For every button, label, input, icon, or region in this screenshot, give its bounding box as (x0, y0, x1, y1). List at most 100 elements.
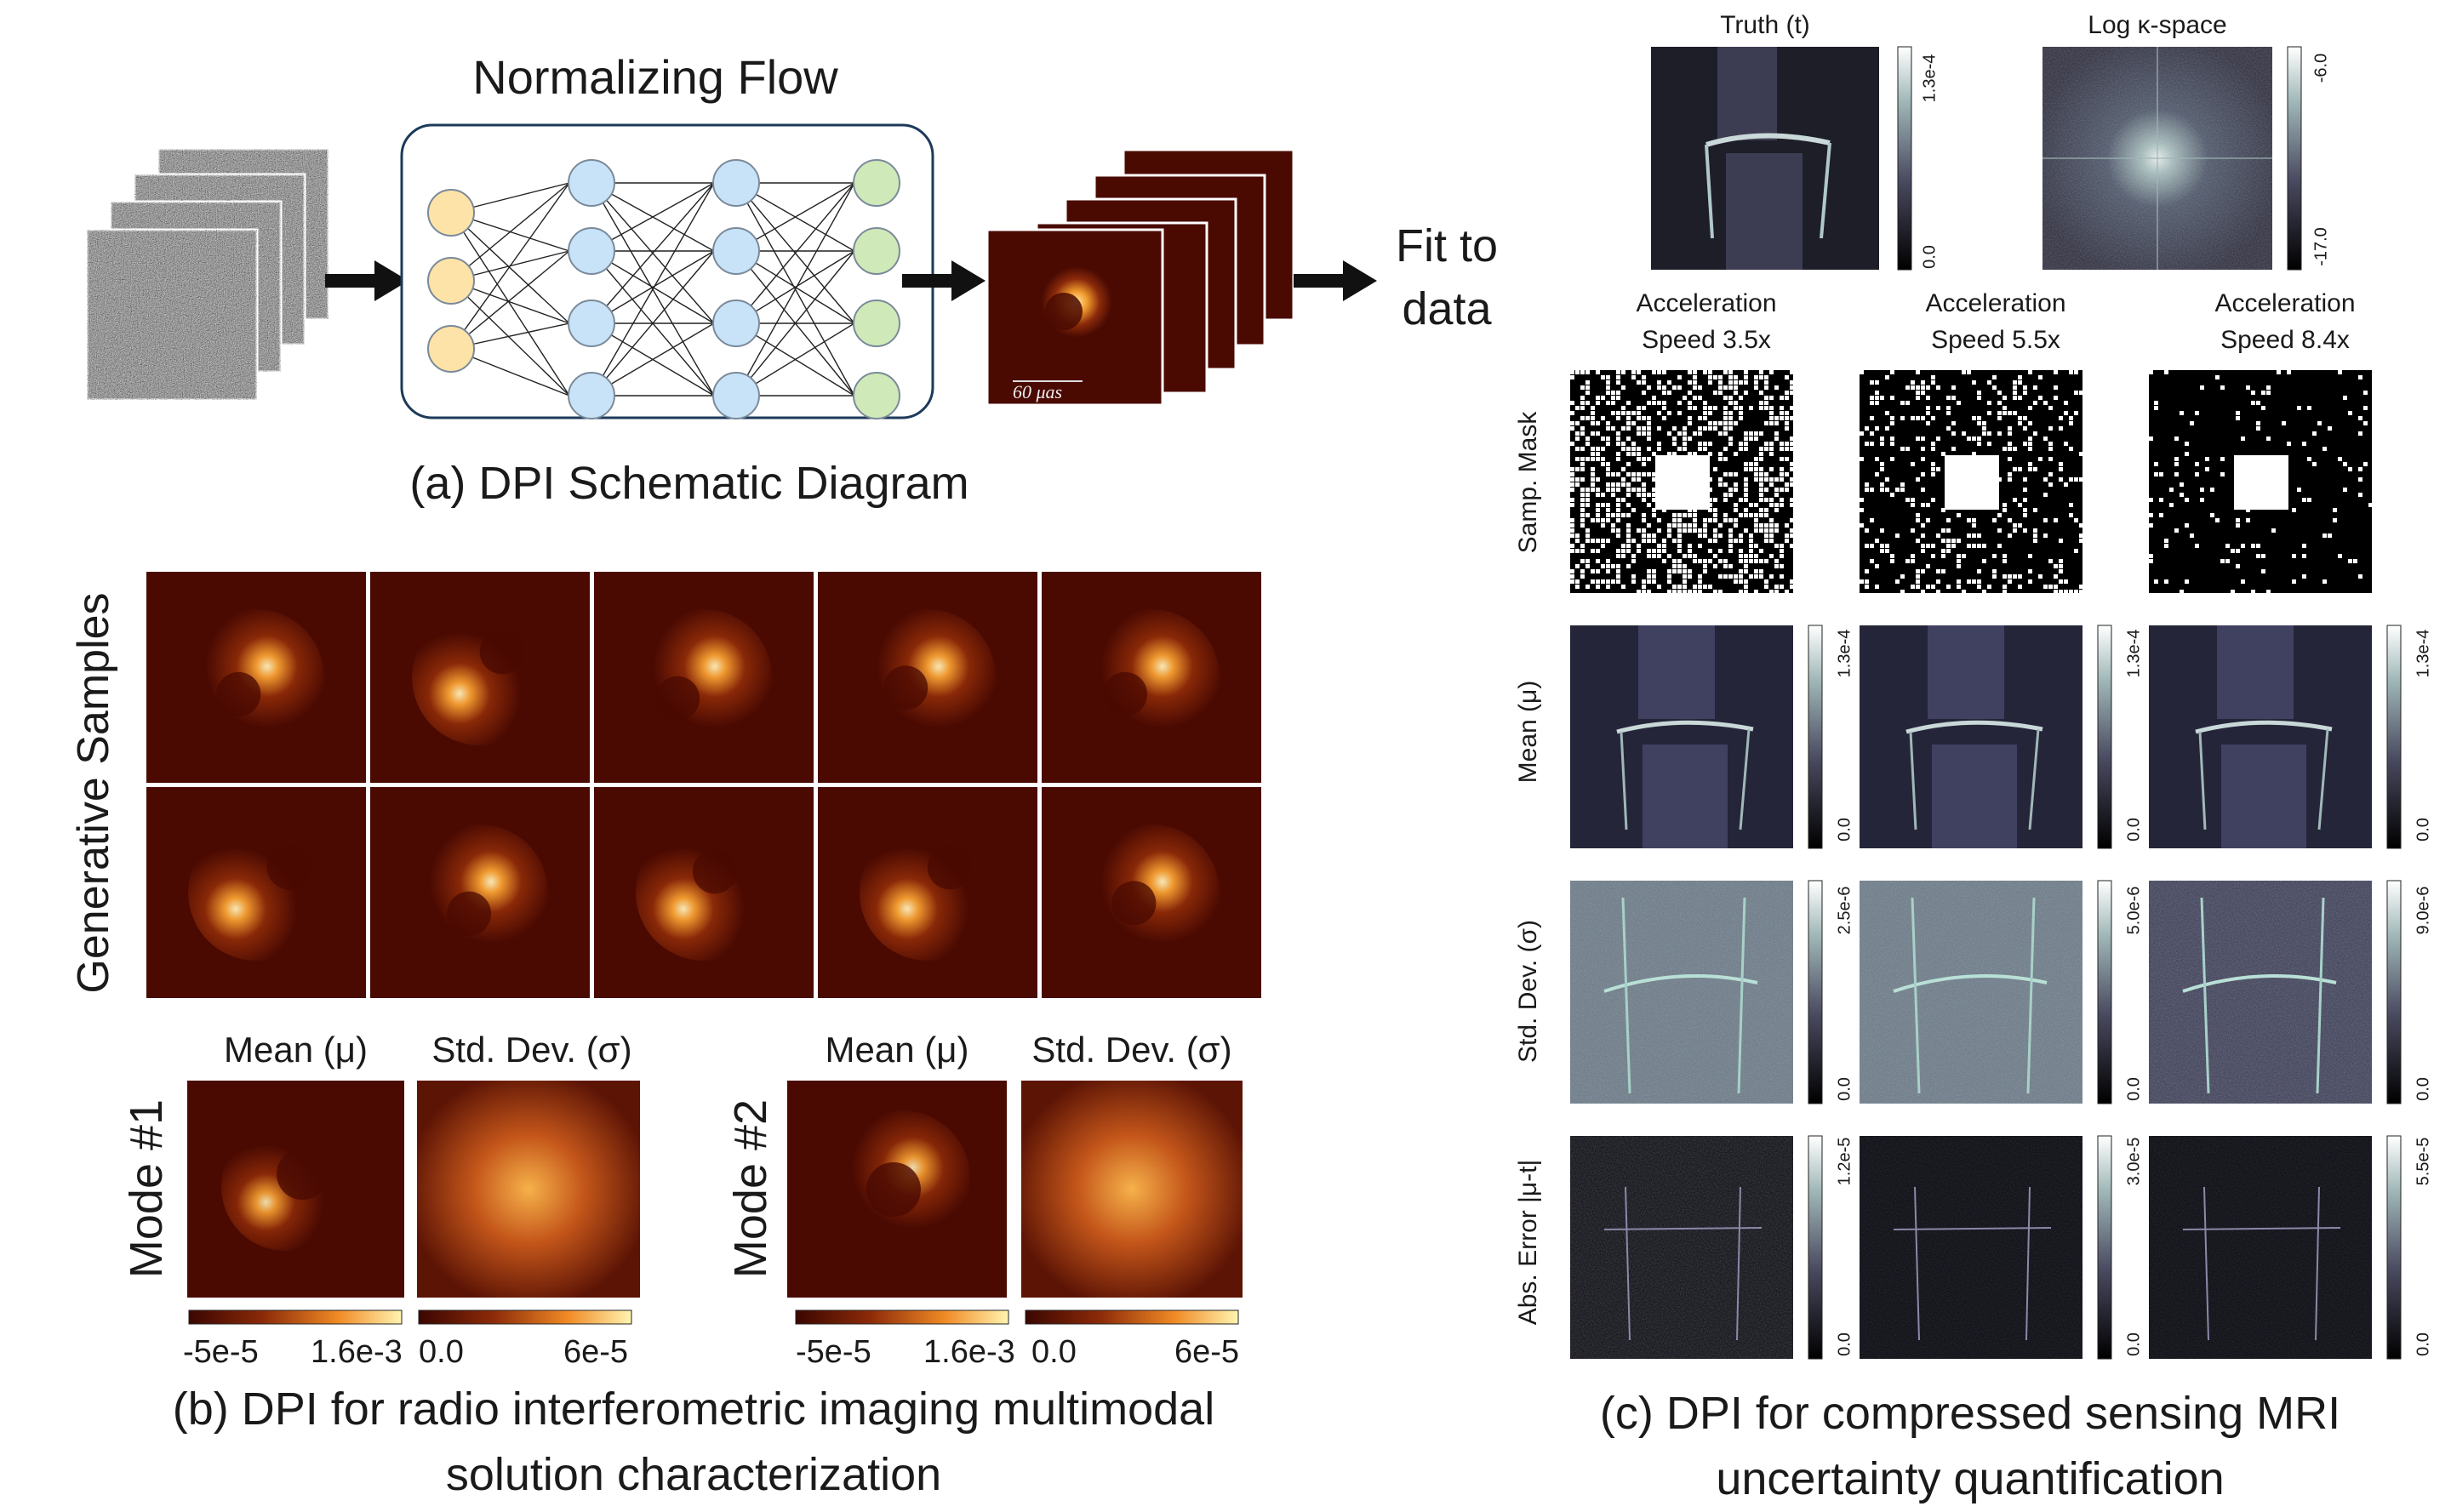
mean-cbar3-max: 1.3e-4 (2414, 629, 2433, 678)
generative-sample-image (818, 787, 1037, 998)
panel-b-images (146, 572, 1261, 1325)
network-node (853, 372, 900, 419)
err-cbar2-min: 0.0 (2124, 1332, 2144, 1356)
network-node (568, 227, 615, 275)
mode2-std-colorbar (1025, 1309, 1239, 1325)
network-edge (450, 250, 570, 350)
std-dev-image (1860, 880, 2112, 1104)
row-label-mask: Samp. Mask (1514, 411, 1542, 554)
data-label: data (1402, 283, 1492, 334)
mean-colorbar (2097, 625, 2112, 849)
std-cbar3-max: 9.0e-6 (2414, 886, 2433, 935)
col1-header-line2: Speed 3.5x (1642, 326, 1771, 354)
mode2-mean-colorbar (795, 1309, 1009, 1325)
kspace-colorbar (2287, 46, 2302, 271)
flow-title: Normalizing Flow (472, 50, 838, 104)
network-edge (735, 250, 855, 397)
mode2-std-cbar-max: 6e-5 (1174, 1334, 1240, 1370)
mean-reconstruction-image (1860, 625, 2112, 849)
mode1-mean-title: Mean (μ) (224, 1030, 368, 1070)
mode2-std-image (1021, 1081, 1243, 1298)
panel-c: Truth (t) Log κ-space 1.3e-4 0.0 -6.0 -1… (1489, 0, 2451, 1512)
std-colorbar (2386, 880, 2402, 1104)
caption-a: (a) DPI Schematic Diagram (409, 458, 969, 509)
std-colorbar (2097, 880, 2112, 1104)
mode1-label: Mode #1 (121, 1098, 172, 1279)
network-node (712, 300, 760, 347)
noise-images (85, 149, 330, 402)
error-colorbar (1808, 1135, 1823, 1360)
std-cbar3-min: 0.0 (2414, 1077, 2433, 1101)
network-edge (450, 182, 570, 282)
error-colorbar (2386, 1135, 2402, 1360)
network-edge (450, 182, 570, 350)
network-node (712, 372, 760, 419)
mean-cbar2-min: 0.0 (2124, 818, 2144, 842)
generative-sample-image (1042, 572, 1261, 783)
mean-cbar2-max: 1.3e-4 (2124, 629, 2144, 678)
generative-sample-image (370, 787, 590, 998)
col3-header-line2: Speed 8.4x (2220, 326, 2350, 354)
generative-samples-label: Generative Samples (69, 592, 118, 994)
mode1-mean-cbar-max: 1.6e-3 (311, 1334, 403, 1370)
row-label-error: Abs. Error |μ-t| (1514, 1159, 1542, 1326)
mode1-std-colorbar (418, 1309, 632, 1325)
truth-cbar-min: 0.0 (1920, 245, 1940, 269)
output-image-stack: 60 μas (987, 148, 1295, 407)
generative-sample-image (594, 787, 814, 998)
output-layer-1 (987, 228, 1164, 407)
mode1-std-image (417, 1081, 640, 1298)
network-node (568, 372, 615, 419)
mode1-mean-cbar-min: -5e-5 (183, 1334, 259, 1370)
mean-cbar3-min: 0.0 (2414, 818, 2433, 842)
row-label-std: Std. Dev. (σ) (1514, 920, 1542, 1063)
kspace-cbar-min: -17.0 (2311, 227, 2331, 266)
mode2-mean-cbar-min: -5e-5 (796, 1334, 871, 1370)
abs-error-image (1570, 1135, 1823, 1360)
mean-reconstruction-image (1570, 625, 1823, 849)
network-node (853, 159, 900, 207)
std-dev-image (2149, 880, 2402, 1104)
network-box (400, 123, 934, 419)
network-node (853, 227, 900, 275)
generative-sample-image (146, 787, 366, 998)
mode2-label: Mode #2 (725, 1098, 776, 1279)
noise-input-stack (85, 149, 332, 404)
generative-sample-image (594, 572, 814, 783)
network-node (568, 300, 615, 347)
generative-sample-image (1042, 787, 1261, 998)
truth-image (1651, 47, 1879, 270)
network-edge (735, 182, 855, 397)
std-cbar1-min: 0.0 (1835, 1077, 1854, 1101)
mode2-mean-image (787, 1081, 1007, 1298)
sampling-mask-image (1570, 370, 1794, 594)
col3-header-line1: Acceleration (2214, 289, 2356, 317)
std-cbar1-max: 2.5e-6 (1835, 886, 1854, 935)
generative-samples-grid (146, 572, 1261, 998)
network-node (427, 325, 475, 373)
mode1-std-title: Std. Dev. (σ) (431, 1030, 632, 1070)
network-node (712, 227, 760, 275)
network-edge (735, 182, 855, 324)
mode2-mean-cbar-max: 1.6e-3 (923, 1334, 1015, 1370)
arrow-right-icon (325, 260, 408, 301)
error-colorbar (2097, 1135, 2112, 1360)
abs-error-image (2149, 1135, 2402, 1360)
network-nodes (427, 159, 900, 419)
network-node (853, 300, 900, 347)
col1-header-line1: Acceleration (1636, 289, 1777, 317)
mode2-mean-title: Mean (μ) (825, 1030, 969, 1070)
kspace-cbar-max: -6.0 (2311, 53, 2331, 83)
caption-b-line2: solution characterization (445, 1449, 942, 1500)
mean-colorbar (2386, 625, 2402, 849)
row-label-mean: Mean (μ) (1514, 680, 1542, 784)
std-dev-image (1570, 880, 1823, 1104)
err-cbar1-max: 1.2e-5 (1835, 1137, 1854, 1186)
generative-sample-image (146, 572, 366, 783)
panel-b: Generative Samples Mean (μ) Std. Dev. (σ… (0, 553, 1447, 1512)
err-cbar3-min: 0.0 (2414, 1332, 2433, 1356)
network-node (712, 159, 760, 207)
caption-b-line1: (b) DPI for radio interferometric imagin… (172, 1384, 1215, 1435)
network-node (568, 159, 615, 207)
col2-header-line2: Speed 5.5x (1931, 326, 2060, 354)
